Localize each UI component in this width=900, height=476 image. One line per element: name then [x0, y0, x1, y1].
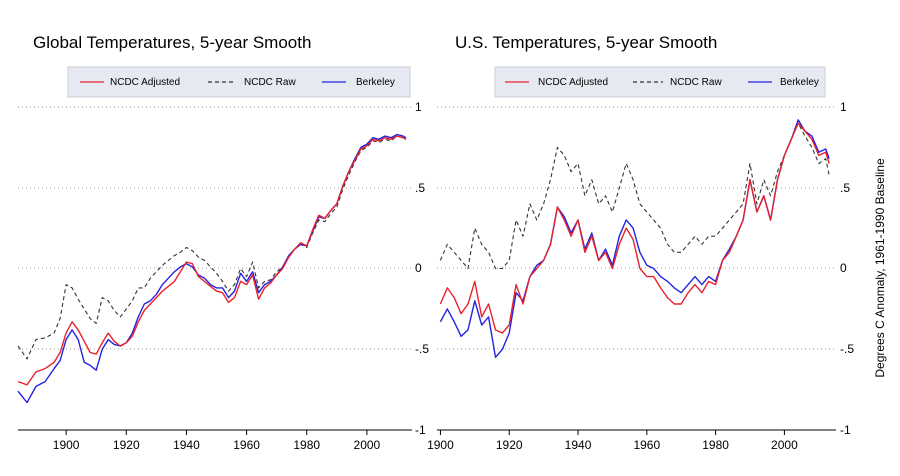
y-tick-label: -1 — [415, 423, 426, 437]
y-tick-label: -.5 — [415, 342, 429, 356]
y-tick-label: -1 — [840, 423, 851, 437]
legend: NCDC Adjusted NCDC Raw Berkeley — [494, 66, 826, 98]
chart-title: U.S. Temperatures, 5-year Smooth — [455, 33, 717, 52]
x-tick-label: 1900 — [427, 438, 454, 452]
legend-label-raw: NCDC Raw — [670, 77, 722, 88]
x-tick-label: 2000 — [771, 438, 798, 452]
x-tick-label: 1920 — [113, 438, 140, 452]
x-tick-label: 1960 — [233, 438, 260, 452]
x-tick-label: 1940 — [173, 438, 200, 452]
y-axis: 1 .5 0 -.5 -1 — [415, 100, 429, 437]
legend-label-raw: NCDC Raw — [244, 77, 296, 88]
x-tick-label: 1980 — [293, 438, 320, 452]
y-tick-label: 0 — [840, 261, 847, 275]
gridlines — [18, 106, 412, 431]
legend-label-berkeley: Berkeley — [780, 77, 819, 88]
legend: NCDC Adjusted NCDC Raw Berkeley — [67, 66, 411, 98]
x-axis: 1900 1920 1940 1960 1980 2000 — [18, 429, 412, 452]
y-tick-label: 1 — [415, 100, 422, 114]
y-tick-label: .5 — [415, 181, 425, 195]
us-chart: U.S. Temperatures, 5-year Smooth NCDC Ad… — [427, 33, 887, 452]
series-group — [17, 133, 407, 404]
y-tick-label: -.5 — [840, 342, 854, 356]
x-axis: 1900 1920 1940 1960 1980 2000 — [427, 429, 836, 452]
y-tick-label: 0 — [415, 261, 422, 275]
series-line-ncdc-raw — [439, 122, 830, 270]
series-line-berkeley — [439, 119, 830, 358]
x-tick-label: 1980 — [702, 438, 729, 452]
series-group — [439, 119, 830, 358]
x-tick-label: 1960 — [633, 438, 660, 452]
gridlines — [437, 106, 836, 431]
global-chart: Global Temperatures, 5-year Smooth NCDC … — [17, 33, 429, 452]
legend-label-berkeley: Berkeley — [356, 77, 395, 88]
y-axis: 1 .5 0 -.5 -1 Degrees C Anomaly, 1961-19… — [840, 100, 887, 437]
x-ticks: 1900 1920 1940 1960 1980 2000 — [427, 430, 798, 452]
y-axis-label: Degrees C Anomaly, 1961-1990 Baseline — [873, 158, 887, 378]
x-tick-label: 2000 — [354, 438, 381, 452]
y-tick-label: 1 — [840, 100, 847, 114]
x-ticks: 1900 1920 1940 1960 1980 2000 — [53, 430, 381, 452]
x-tick-label: 1940 — [565, 438, 592, 452]
legend-label-adjusted: NCDC Adjusted — [538, 77, 608, 88]
legend-label-adjusted: NCDC Adjusted — [110, 77, 180, 88]
chart-title: Global Temperatures, 5-year Smooth — [33, 33, 311, 52]
series-line-ncdc-raw — [17, 135, 407, 360]
series-line-ncdc-adjusted — [439, 122, 830, 334]
y-tick-label: .5 — [840, 181, 850, 195]
x-tick-label: 1900 — [53, 438, 80, 452]
series-line-ncdc-adjusted — [17, 135, 407, 386]
legend-box — [67, 66, 411, 98]
x-tick-label: 1920 — [496, 438, 523, 452]
